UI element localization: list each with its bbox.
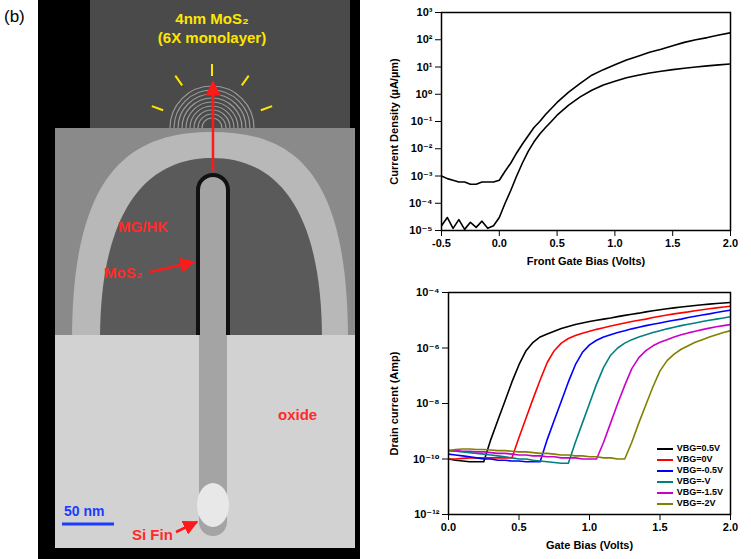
svg-text:Si Fin: Si Fin: [132, 526, 173, 543]
svg-text:4nm MoS₂: 4nm MoS₂: [175, 10, 248, 27]
svg-text:10⁻²: 10⁻²: [411, 142, 433, 154]
html-text:VBG=0V: VBG=0V: [676, 454, 713, 464]
svg-text:(b): (b): [4, 7, 25, 26]
svg-text:1.5: 1.5: [665, 237, 680, 249]
html-text:VBG=0.5V: VBG=0.5V: [676, 443, 720, 453]
svg-text:10⁻¹²: 10⁻¹²: [414, 508, 440, 520]
svg-text:1.0: 1.0: [607, 237, 622, 249]
svg-text:10²: 10²: [417, 33, 433, 45]
svg-text:10⁻³: 10⁻³: [411, 170, 433, 182]
svg-text:10³: 10³: [417, 6, 433, 18]
svg-text:10¹: 10¹: [417, 61, 433, 73]
svg-text:Current Density (µA/µm): Current Density (µA/µm): [388, 58, 400, 185]
svg-text:0.0: 0.0: [441, 521, 456, 533]
svg-text:10⁻⁴: 10⁻⁴: [416, 286, 439, 298]
svg-text:10⁻⁴: 10⁻⁴: [409, 197, 432, 209]
svg-text:2.0: 2.0: [723, 521, 738, 533]
svg-text:10⁻⁶: 10⁻⁶: [416, 342, 439, 354]
svg-text:Front Gate Bias (Volts): Front Gate Bias (Volts): [527, 255, 646, 267]
svg-text:oxide: oxide: [278, 406, 317, 423]
svg-text:MoS₂: MoS₂: [104, 264, 142, 281]
svg-text:50 nm: 50 nm: [64, 503, 104, 519]
svg-text:(6X monolayer): (6X monolayer): [158, 29, 266, 46]
svg-text:Drain current (Amp): Drain current (Amp): [388, 351, 400, 455]
svg-text:-0.5: -0.5: [432, 237, 451, 249]
html-text:VBG=-1.5V: VBG=-1.5V: [676, 487, 723, 497]
svg-text:10⁻¹⁰: 10⁻¹⁰: [413, 453, 440, 465]
svg-text:0.5: 0.5: [511, 521, 526, 533]
svg-text:1.5: 1.5: [652, 521, 667, 533]
svg-text:10⁻¹: 10⁻¹: [411, 115, 433, 127]
svg-text:10⁻⁵: 10⁻⁵: [409, 224, 432, 236]
svg-text:2.0: 2.0: [723, 237, 738, 249]
svg-text:1.0: 1.0: [582, 521, 597, 533]
svg-text:10⁰: 10⁰: [415, 88, 432, 100]
svg-text:0.5: 0.5: [549, 237, 564, 249]
svg-text:Gate Bias (Volts): Gate Bias (Volts): [546, 539, 634, 551]
svg-text:MG/HK: MG/HK: [118, 218, 168, 235]
html-text:VBG=-0.5V: VBG=-0.5V: [676, 465, 723, 475]
html-text:VBG=-2V: VBG=-2V: [676, 498, 716, 508]
svg-text:0.0: 0.0: [492, 237, 507, 249]
html-text:VBG=-V: VBG=-V: [676, 476, 711, 486]
svg-text:10⁻⁸: 10⁻⁸: [416, 397, 439, 409]
